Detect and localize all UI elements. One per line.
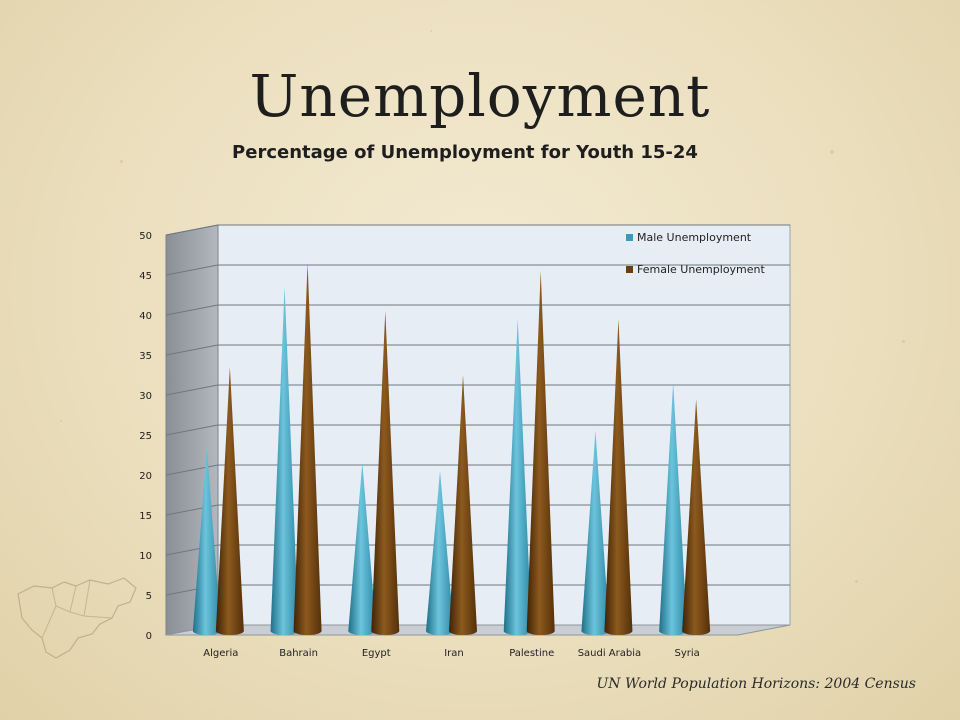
slide-title: Unemployment xyxy=(249,62,711,130)
gridline-side xyxy=(165,424,219,436)
cone-male xyxy=(348,463,377,635)
cone-male xyxy=(192,447,221,635)
y-tick-label: 40 xyxy=(139,311,152,322)
cone-male xyxy=(659,383,688,635)
y-tick-label: 45 xyxy=(139,271,152,282)
cone-female xyxy=(526,271,555,635)
y-tick-label: 20 xyxy=(139,471,152,482)
cone-female xyxy=(604,319,633,635)
gridline-side xyxy=(165,344,219,356)
source-note: UN World Population Horizons: 2004 Censu… xyxy=(596,676,917,692)
gridline-side xyxy=(165,264,219,276)
cone-female xyxy=(215,367,244,635)
cone-female xyxy=(293,263,322,635)
y-tick-label: 15 xyxy=(139,511,152,522)
y-tick-label: 30 xyxy=(139,391,152,402)
y-tick-label: 35 xyxy=(139,351,152,362)
y-tick-label: 50 xyxy=(139,231,152,242)
map-decoration xyxy=(17,577,137,659)
cone-female xyxy=(449,375,477,635)
x-tick-label: Algeria xyxy=(203,648,238,659)
cone-female xyxy=(682,399,711,635)
chart-title: Percentage of Unemployment for Youth 15-… xyxy=(232,142,698,163)
gridline-side xyxy=(165,464,219,476)
cone-male xyxy=(581,431,610,635)
x-tick-label: Saudi Arabia xyxy=(578,648,641,659)
legend-label: Male Unemployment xyxy=(637,231,752,244)
y-tick-label: 25 xyxy=(139,431,152,442)
cone-female xyxy=(371,311,400,635)
gridline-side xyxy=(165,224,219,236)
cone-male xyxy=(270,287,299,635)
gridline-side xyxy=(165,384,219,396)
gridline-side xyxy=(165,304,219,316)
legend-label: Female Unemployment xyxy=(637,263,766,276)
x-tick-label: Syria xyxy=(674,648,699,659)
y-tick-label: 10 xyxy=(139,551,152,562)
x-tick-label: Egypt xyxy=(362,648,391,659)
legend-swatch xyxy=(626,234,633,241)
cone-male xyxy=(426,471,454,635)
plot-area: 0 5 10 15 20 25 30 35 40 45 50 Algeria Bahrain Egypt I… xyxy=(139,224,791,659)
x-tick-label: Palestine xyxy=(509,648,554,659)
x-tick-label: Iran xyxy=(444,648,464,659)
x-tick-label: Bahrain xyxy=(279,648,318,659)
legend-swatch xyxy=(626,266,633,273)
cone-male xyxy=(503,319,532,635)
y-tick-label: 5 xyxy=(146,591,152,602)
y-tick-label: 0 xyxy=(146,631,152,642)
